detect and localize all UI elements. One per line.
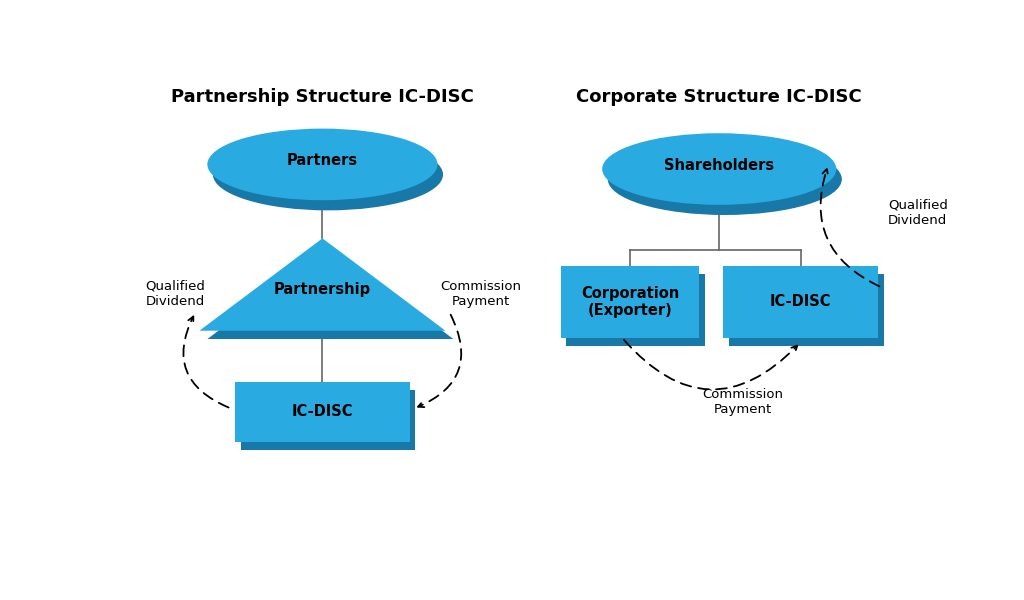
Bar [729,274,884,346]
Text: Partnership Structure IC-DISC: Partnership Structure IC-DISC [171,88,474,106]
Text: IC-DISC: IC-DISC [292,404,353,419]
Bar [236,382,410,442]
Text: Corporate Structure IC-DISC: Corporate Structure IC-DISC [577,88,862,106]
Polygon shape [207,247,454,339]
Text: Qualified
Dividend: Qualified Dividend [888,199,948,227]
Polygon shape [200,238,445,331]
Text: Partners: Partners [287,153,358,168]
Text: Commission
Payment: Commission Payment [440,280,521,308]
Bar [560,266,699,338]
Bar [566,274,705,346]
Text: Commission
Payment: Commission Payment [702,388,783,416]
Ellipse shape [607,143,842,215]
Bar [241,390,416,450]
Bar [723,266,878,338]
Text: Shareholders: Shareholders [665,158,774,173]
Text: Corporation
(Exporter): Corporation (Exporter) [581,286,679,318]
Text: Qualified
Dividend: Qualified Dividend [145,280,206,308]
Ellipse shape [213,139,443,211]
Ellipse shape [602,133,837,205]
Text: Partnership: Partnership [273,281,371,296]
Ellipse shape [207,128,437,200]
Text: IC-DISC: IC-DISC [770,295,831,310]
